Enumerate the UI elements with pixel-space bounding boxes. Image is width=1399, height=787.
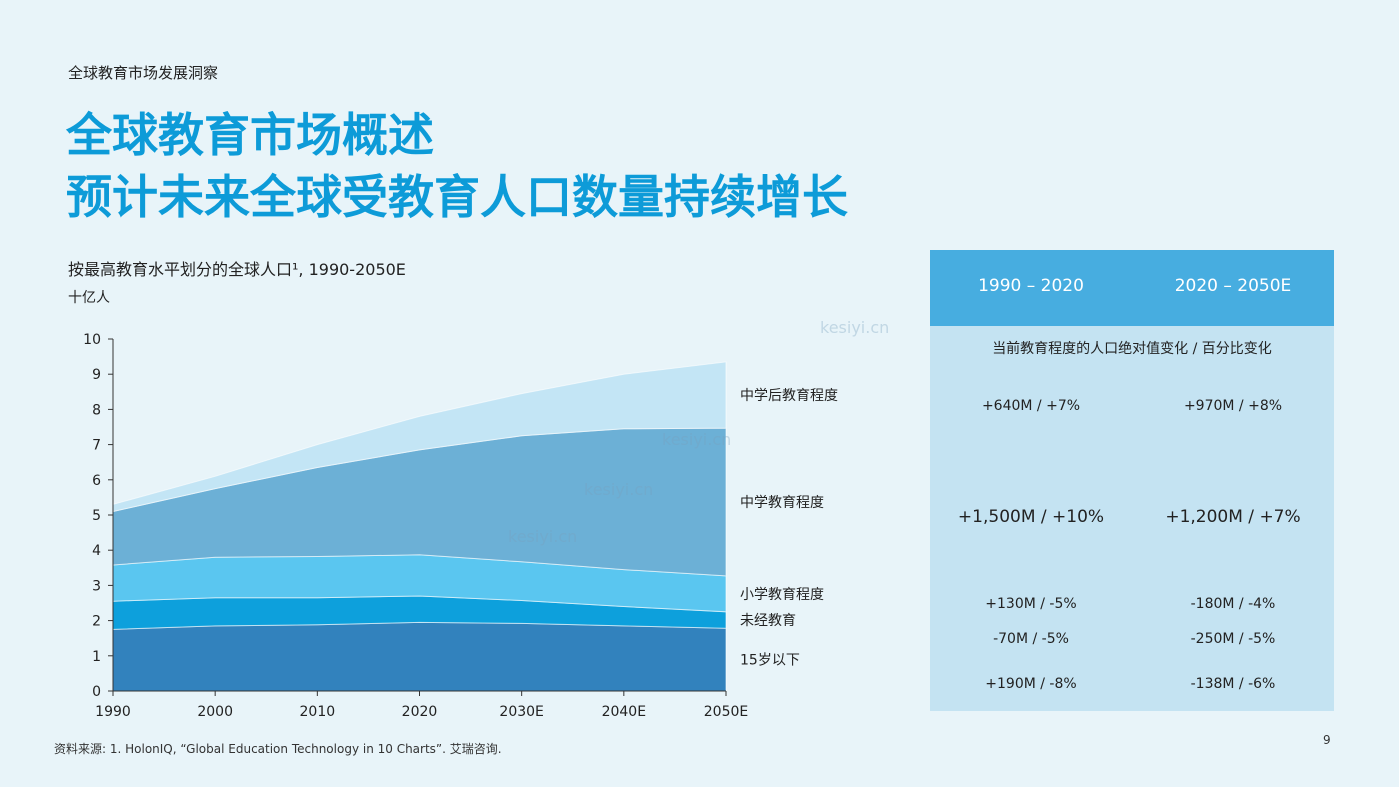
stats-table: 1990 – 2020 2020 – 2050E 当前教育程度的人口绝对值变化 … bbox=[930, 250, 1334, 711]
legend-label-3: 中学教育程度 bbox=[740, 495, 824, 511]
y-tick-label: 5 bbox=[92, 508, 101, 524]
x-tick-label: 2020 bbox=[402, 704, 438, 720]
stat-primary-1990-2020: +130M / -5% bbox=[985, 596, 1077, 612]
stat-under15-2020-2050: -138M / -6% bbox=[1190, 676, 1276, 692]
title-line-1: 全球教育市场概述 bbox=[66, 108, 434, 162]
section-kicker: 全球教育市场发展洞察 bbox=[68, 64, 219, 82]
stats-header-period-2: 2020 – 2050E bbox=[1174, 276, 1292, 296]
stat-secondary-1990-2020: +1,500M / +10% bbox=[957, 507, 1105, 527]
page-title: 全球教育市场概述 预计未来全球受教育人口数量持续增长 bbox=[66, 104, 848, 228]
source-note: 资料来源: 1. HolonIQ, “Global Education Tech… bbox=[54, 742, 502, 756]
stats-header: 1990 – 2020 2020 – 2050E bbox=[930, 250, 1334, 326]
x-tick-label: 2040E bbox=[602, 704, 646, 720]
watermark: kesiyi.cn bbox=[820, 318, 890, 337]
y-tick-label: 1 bbox=[92, 649, 101, 665]
stat-primary-2020-2050: -180M / -4% bbox=[1190, 596, 1276, 612]
x-tick-label: 2000 bbox=[197, 704, 233, 720]
watermark: kesiyi.cn bbox=[662, 430, 732, 449]
area-series-0 bbox=[112, 621, 727, 692]
legend-label-1: 未经教育 bbox=[740, 613, 796, 629]
watermark: kesiyi.cn bbox=[584, 480, 654, 499]
y-tick-label: 6 bbox=[92, 473, 101, 489]
y-tick-label: 2 bbox=[92, 614, 101, 630]
stat-secondary-2020-2050: +1,200M / +7% bbox=[1165, 507, 1301, 527]
stats-caption: 当前教育程度的人口绝对值变化 / 百分比变化 bbox=[992, 341, 1272, 357]
legend-label-4: 中学后教育程度 bbox=[740, 388, 838, 404]
y-tick-label: 3 bbox=[92, 578, 101, 594]
chart-title: 按最高教育水平划分的全球人口¹, 1990-2050E bbox=[68, 260, 406, 279]
stat-no-education-1990-2020: -70M / -5% bbox=[993, 631, 1069, 647]
x-tick-label: 2050E bbox=[704, 704, 748, 720]
area-series-4 bbox=[112, 361, 727, 513]
x-tick-label: 1990 bbox=[95, 704, 131, 720]
stat-under15-1990-2020: +190M / -8% bbox=[985, 676, 1077, 692]
y-tick-label: 9 bbox=[92, 367, 101, 383]
x-tick-label: 2010 bbox=[300, 704, 336, 720]
y-tick-label: 0 bbox=[92, 684, 101, 700]
stat-postsecondary-1990-2020: +640M / +7% bbox=[981, 398, 1081, 414]
legend-label-2: 小学教育程度 bbox=[740, 587, 824, 603]
y-tick-label: 7 bbox=[92, 438, 101, 454]
y-tick-label: 4 bbox=[92, 543, 101, 559]
legend-label-0: 15岁以下 bbox=[740, 653, 800, 669]
watermark: kesiyi.cn bbox=[508, 527, 578, 546]
stat-postsecondary-2020-2050: +970M / +8% bbox=[1183, 398, 1283, 414]
y-tick-label: 10 bbox=[83, 332, 101, 348]
title-line-2: 预计未来全球受教育人口数量持续增长 bbox=[66, 170, 848, 224]
stat-no-education-2020-2050: -250M / -5% bbox=[1190, 631, 1276, 647]
y-tick-label: 8 bbox=[92, 402, 101, 418]
x-tick-label: 2030E bbox=[499, 704, 543, 720]
stats-header-period-1: 1990 – 2020 bbox=[978, 276, 1084, 296]
page-number: 9 bbox=[1323, 733, 1331, 747]
chart-unit: 十亿人 bbox=[68, 290, 110, 306]
